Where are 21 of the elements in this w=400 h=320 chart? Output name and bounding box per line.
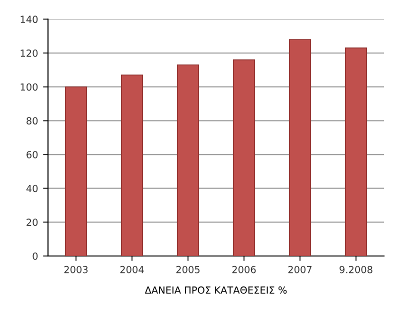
x-axis-title: ΔΑΝΕΙΑ ΠΡΟΣ ΚΑΤΑΘΕΣΕΙΣ % <box>144 286 287 294</box>
bar <box>176 64 200 256</box>
y-tick-label: 140 <box>20 16 38 24</box>
x-tick-label: 2003 <box>64 266 88 274</box>
bar <box>64 86 88 256</box>
y-tick-label: 0 <box>32 252 38 260</box>
bar <box>120 74 144 256</box>
y-tick-label: 100 <box>20 83 38 91</box>
y-tick-label: 60 <box>26 150 38 158</box>
y-tick-label: 40 <box>26 184 38 192</box>
x-tick-label: 2007 <box>288 266 312 274</box>
y-tick-label: 20 <box>26 218 38 226</box>
bar <box>232 59 256 256</box>
y-tick-label: 80 <box>26 117 38 125</box>
x-tick-label: 2005 <box>176 266 200 274</box>
x-tick-label: 2006 <box>232 266 256 274</box>
x-tick-label: 9.2008 <box>340 266 372 274</box>
y-tick-label: 120 <box>20 50 38 57</box>
bar <box>288 39 312 256</box>
x-tick-label: 2004 <box>120 266 144 274</box>
bar <box>344 48 368 256</box>
